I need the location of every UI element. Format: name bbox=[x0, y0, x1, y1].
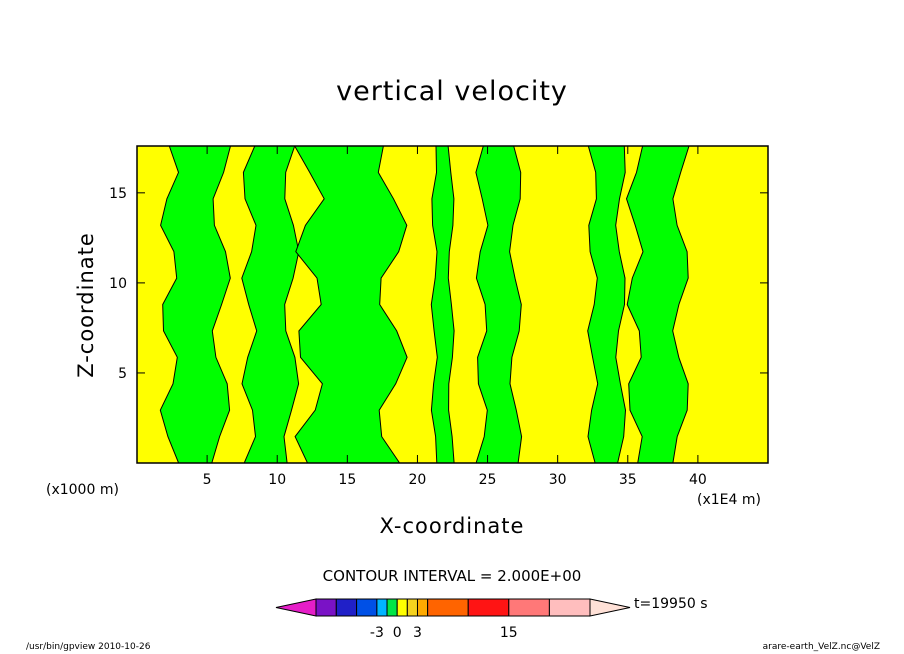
x-tick-label: 20 bbox=[409, 472, 427, 488]
colorbar-cell bbox=[548, 598, 591, 617]
y-tick-label: 10 bbox=[109, 276, 127, 292]
x-unit-note: (x1E4 m) bbox=[697, 492, 761, 508]
colorbar-cell bbox=[508, 598, 550, 617]
colorbar-cell bbox=[386, 598, 398, 617]
x-tick-label: 10 bbox=[268, 472, 286, 488]
colorbar-cell bbox=[467, 598, 510, 617]
colorbar-cell bbox=[406, 598, 418, 617]
x-tick-label: 40 bbox=[689, 472, 707, 488]
x-tick-label: 15 bbox=[338, 472, 356, 488]
y-tick-label: 15 bbox=[109, 186, 127, 202]
colorbar-cell bbox=[356, 598, 378, 617]
colorbar-tick-label: 3 bbox=[413, 625, 422, 641]
chart-title: vertical velocity bbox=[336, 76, 568, 107]
colorbar-cell bbox=[315, 598, 337, 617]
x-tick-label: 35 bbox=[619, 472, 637, 488]
colorbar-cell bbox=[376, 598, 388, 617]
y-tick-label: 5 bbox=[118, 366, 127, 382]
x-tick-label: 5 bbox=[203, 472, 212, 488]
z-unit-note: (x1000 m) bbox=[46, 482, 119, 498]
colorbar-arrow-low bbox=[275, 598, 317, 617]
x-tick-label: 30 bbox=[549, 472, 567, 488]
footer-source: arare-earth_VelZ.nc@VelZ bbox=[762, 642, 880, 652]
x-axis-label: X-coordinate bbox=[379, 514, 525, 538]
colorbar-tick-label: -3 bbox=[370, 625, 384, 641]
contour-interval: CONTOUR INTERVAL = 2.000E+00 bbox=[322, 567, 582, 585]
plot-frame bbox=[136, 145, 769, 464]
colorbar-arrow-high bbox=[589, 598, 631, 617]
colorbar-cell bbox=[427, 598, 469, 617]
footer-program: /usr/bin/gpview 2010-10-26 bbox=[26, 642, 151, 652]
colorbar-cell bbox=[335, 598, 358, 617]
axis-ticks: 5 10 15 20 25 30 35 40 5 10 15 bbox=[109, 146, 768, 488]
time-label: t=19950 s bbox=[634, 596, 708, 612]
x-tick-label: 25 bbox=[479, 472, 497, 488]
colorbar-cell bbox=[396, 598, 408, 617]
colorbar-cell bbox=[416, 598, 429, 617]
colorbar-tick-label: 15 bbox=[500, 625, 518, 641]
colorbar-tick-label: 0 bbox=[393, 625, 402, 641]
